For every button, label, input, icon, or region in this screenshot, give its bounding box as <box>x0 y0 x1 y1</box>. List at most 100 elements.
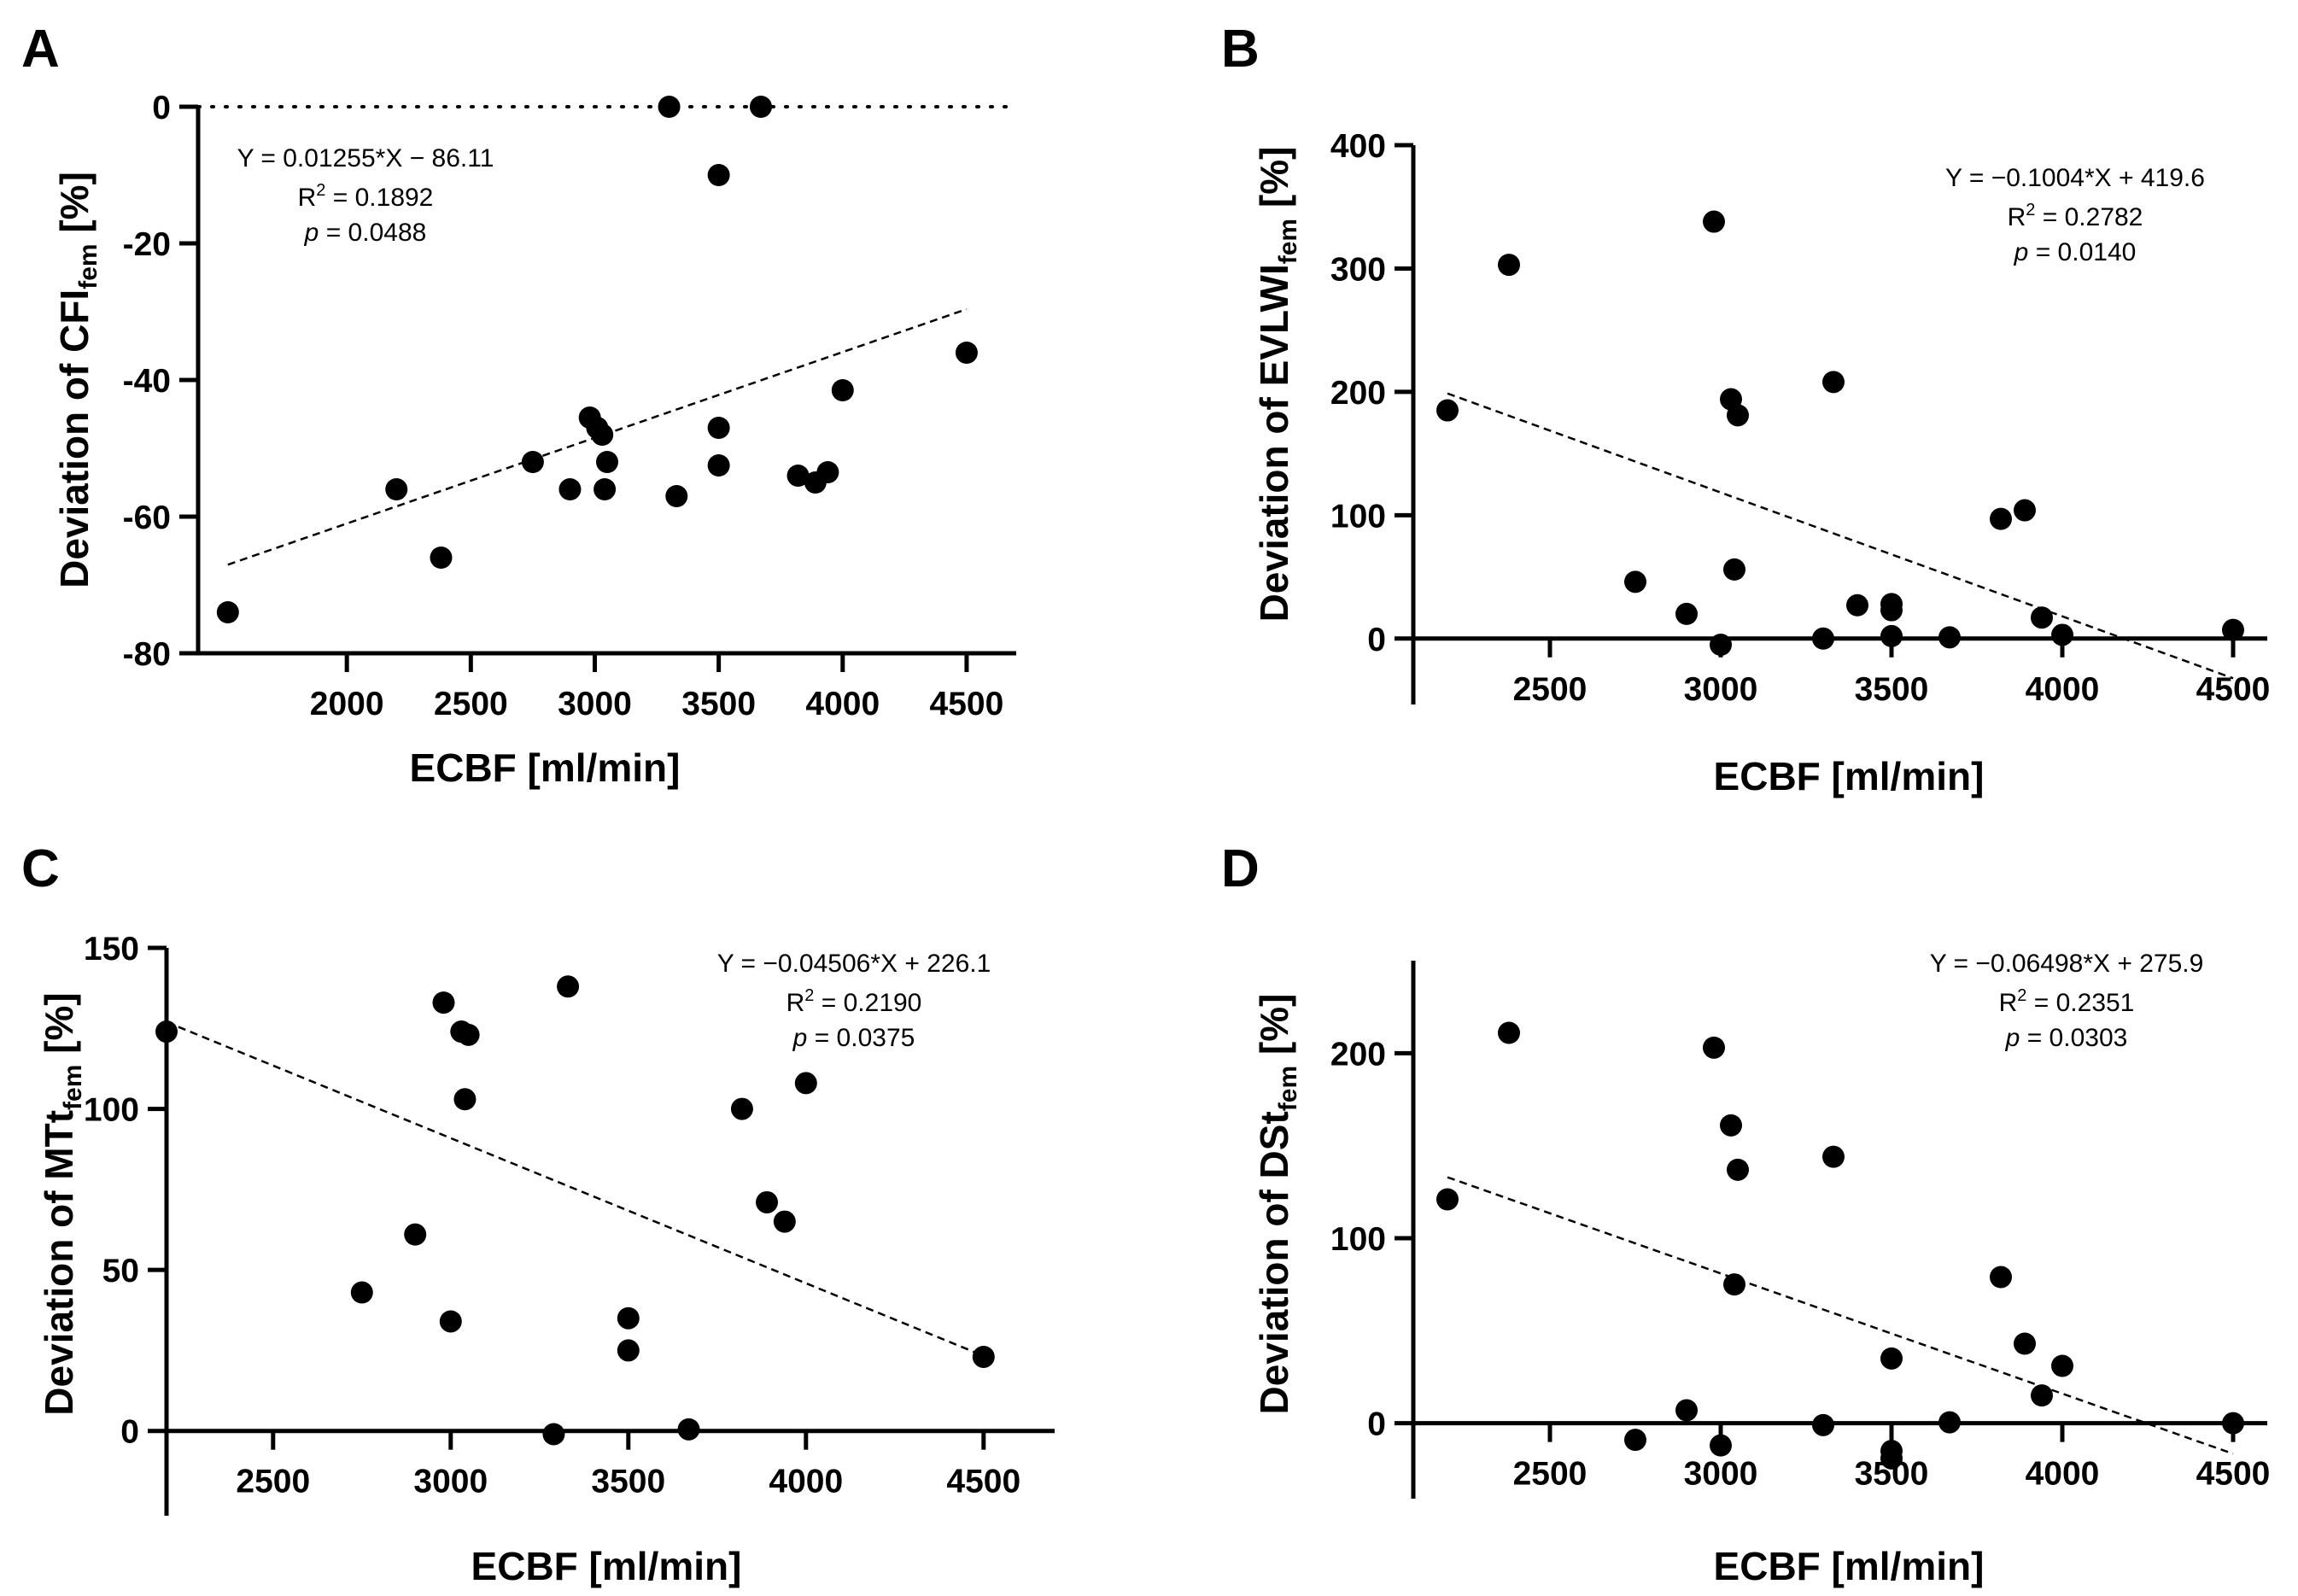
y-tick-label: 100 <box>1330 498 1386 535</box>
data-point <box>1675 602 1698 625</box>
data-point <box>1880 1447 1903 1470</box>
r-squared: R2 = 0.1892 <box>298 181 434 212</box>
data-point <box>521 451 544 473</box>
panel-a-plot: 0 -20 -40 -60 -80 2000 2500 3000 3500 4000 4500 <box>123 90 1018 722</box>
y-tick-label: 400 <box>1330 128 1386 165</box>
x-tick-label: 4500 <box>2196 1456 2271 1493</box>
x-tick-label: 4000 <box>769 1464 843 1500</box>
data-point <box>1710 1434 1732 1457</box>
y-tick-label: 200 <box>1330 375 1386 412</box>
data-point <box>1812 627 1834 650</box>
r-squared-sup: 2 <box>316 181 325 200</box>
y-tick-label: 0 <box>1367 1406 1386 1443</box>
data-point <box>1624 1429 1646 1452</box>
annotation: Y = −0.1004*X + 419.6 R2 = 0.2782 p = 0.… <box>1945 164 2205 266</box>
data-point <box>1880 624 1903 647</box>
data-point <box>439 1310 462 1333</box>
y-axis-title-main: Deviation of CFI <box>52 289 96 588</box>
p-number: = 0.0140 <box>2028 238 2136 266</box>
p-number: = 0.0488 <box>319 219 426 247</box>
data-point <box>216 601 239 623</box>
data-point <box>1720 1114 1742 1137</box>
p-value: p = 0.0375 <box>792 1024 915 1052</box>
y-tick-label: 0 <box>152 90 171 126</box>
data-point <box>617 1307 640 1330</box>
x-tick-label: 3000 <box>1684 671 1758 708</box>
p-label: p <box>304 219 319 247</box>
data-point <box>453 1088 477 1111</box>
panel-letter: B <box>1221 20 1260 79</box>
x-tick-label: 4000 <box>2026 1456 2100 1493</box>
data-point <box>432 991 455 1014</box>
data-point <box>707 417 730 439</box>
x-tick-label: 2500 <box>1513 671 1588 708</box>
data-point <box>1727 1158 1749 1181</box>
equation: Y = −0.1004*X + 419.6 <box>1945 164 2205 192</box>
data-point <box>749 96 772 118</box>
y-axis-title-tail: [%] <box>52 172 96 243</box>
x-tick-label: 2000 <box>310 686 384 722</box>
r-squared-prefix: R <box>786 989 805 1017</box>
panel-letter: D <box>1221 839 1260 898</box>
x-axis-title: ECBF [ml/min] <box>1714 754 1985 798</box>
data-point <box>730 1097 753 1120</box>
data-point <box>557 975 580 998</box>
data-point <box>1498 1021 1520 1044</box>
data-point <box>457 1023 480 1046</box>
data-point <box>385 478 408 500</box>
panel-letter: C <box>21 839 60 898</box>
y-axis-title: Deviation of DStfem [%] <box>1252 994 1302 1415</box>
data-point <box>596 451 618 473</box>
y-axis-title: Deviation of CFIfem [%] <box>52 172 102 588</box>
r-squared-sup: 2 <box>804 986 814 1005</box>
data-point <box>1822 371 1845 394</box>
p-label: p <box>2014 238 2029 266</box>
data-point <box>955 342 978 364</box>
p-label: p <box>2005 1024 2020 1052</box>
x-tick-label: 4500 <box>930 686 1004 722</box>
r-squared: R2 = 0.2782 <box>2008 201 2143 231</box>
data-point <box>972 1345 995 1368</box>
y-axis-title: Deviation of MTtfem [%] <box>37 992 87 1415</box>
r-squared-value: = 0.2351 <box>2026 989 2134 1017</box>
y-tick-label: -40 <box>123 363 171 400</box>
x-axis-title: ECBF [ml/min] <box>1714 1544 1985 1588</box>
data-point <box>1624 570 1646 593</box>
y-axis-title: Deviation of EVLWIfem [%] <box>1252 147 1302 623</box>
r-squared-prefix: R <box>2008 203 2026 231</box>
regression-line <box>1447 1176 2234 1455</box>
y-tick-label: -20 <box>123 226 171 263</box>
panel-letter: A <box>21 20 60 79</box>
equation: Y = 0.01255*X − 86.11 <box>237 144 494 172</box>
r-squared-value: = 0.1892 <box>325 184 433 212</box>
data-point <box>658 96 681 118</box>
r-squared: R2 = 0.2190 <box>786 986 922 1017</box>
data-point <box>2014 499 2036 522</box>
x-tick-label: 3000 <box>558 686 632 722</box>
p-value: p = 0.0140 <box>2014 238 2137 266</box>
data-point <box>665 485 688 507</box>
data-point <box>1703 1036 1725 1059</box>
y-axis-title-sub: fem <box>1274 1066 1302 1111</box>
r-squared-value: = 0.2190 <box>814 989 921 1017</box>
panel-b-plot: 0 100 200 300 400 2500 3000 3500 4000 4500 <box>1330 128 2270 708</box>
data-point <box>594 478 617 500</box>
data-point <box>816 461 839 483</box>
data-point <box>1990 507 2012 530</box>
x-tick-label: 3500 <box>681 686 756 722</box>
p-label: p <box>792 1024 808 1052</box>
regression-line <box>166 1020 985 1357</box>
y-tick-label: 50 <box>102 1253 139 1289</box>
data-point <box>786 465 810 487</box>
y-tick-label: -60 <box>123 500 171 536</box>
p-number: = 0.0303 <box>2020 1024 2127 1052</box>
equation: Y = −0.04506*X + 226.1 <box>717 950 991 978</box>
y-axis-title-main: Deviation of DSt <box>1252 1111 1296 1414</box>
data-point <box>155 1020 178 1044</box>
y-axis-title-sub: fem <box>1274 219 1302 264</box>
x-axis-title: ECBF [ml/min] <box>471 1544 742 1588</box>
y-axis-title-main: Deviation of MTt <box>37 1110 81 1416</box>
